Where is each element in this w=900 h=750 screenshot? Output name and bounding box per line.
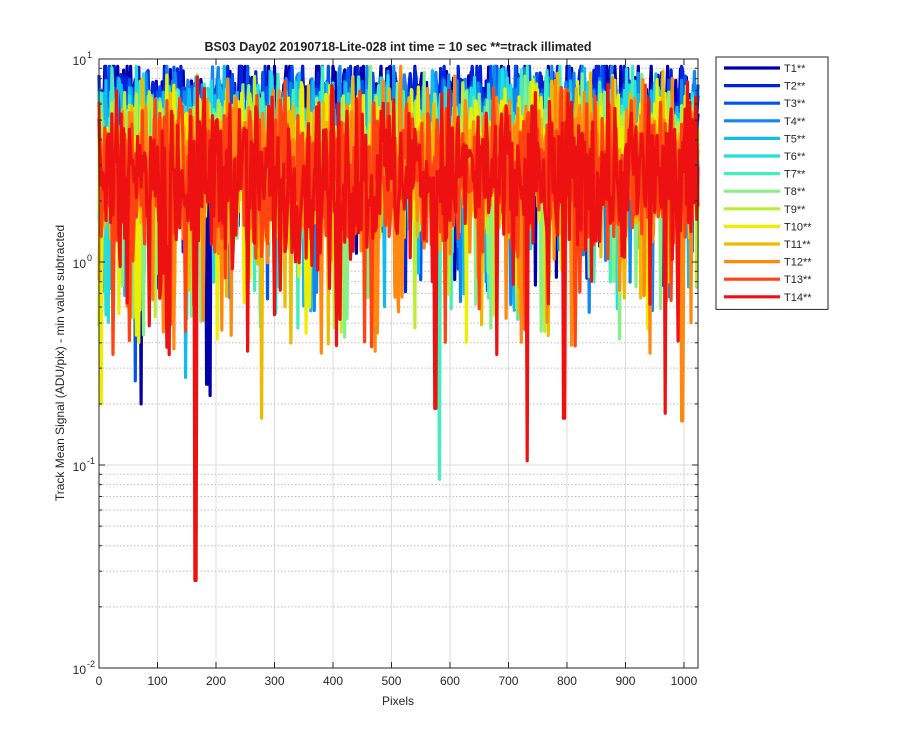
x-tick-label: 300 [264, 674, 284, 688]
y-tick-label-exponent: -2 [87, 659, 95, 669]
y-tick-label-base: 10 [73, 460, 87, 474]
x-tick-label: 200 [206, 674, 226, 688]
chart-title: BS03 Day02 20190718-Lite-028 int time = … [204, 40, 591, 54]
y-axis-label: Track Mean Signal (ADU/pix) - min value … [53, 225, 67, 501]
series-lines [97, 64, 700, 583]
axes: 0 100 200 300 400 500 600 700 800 900 100010-210-1… [73, 50, 698, 688]
x-axis-label: Pixels [382, 694, 414, 708]
legend-label: T1** [784, 63, 806, 75]
y-tick-label-base: 10 [73, 257, 87, 271]
x-tick-label: 400 [323, 674, 343, 688]
legend-label: T8** [784, 186, 806, 198]
legend-label: T7** [784, 169, 806, 181]
y-tick-label-base: 10 [73, 663, 87, 677]
x-tick-label: 900 [615, 674, 635, 688]
legend-label: T10** [784, 221, 812, 233]
legend-label: T11** [784, 239, 811, 251]
legend-label: T13** [784, 274, 812, 286]
x-tick-label: 0 [96, 674, 103, 688]
legend-label: T3** [784, 98, 806, 110]
legend-label: T14** [784, 292, 812, 304]
legend: T1** T2** T3** T4** T5** T6** T7** T8** T9** T10*… [715, 56, 829, 310]
legend-box [715, 56, 829, 310]
x-tick-label: 1000 [671, 674, 698, 688]
y-tick-label-exponent: 0 [87, 253, 92, 263]
x-tick-label: 500 [381, 674, 401, 688]
y-tick-label-exponent: -1 [87, 456, 95, 466]
legend-label: T5** [784, 133, 806, 145]
legend-label: T4** [784, 116, 806, 128]
legend-label: T12** [784, 257, 812, 269]
plot-area-border [98, 58, 699, 669]
x-tick-label: 700 [498, 674, 518, 688]
y-tick-label-base: 10 [73, 54, 87, 68]
legend-label: T6** [784, 151, 806, 163]
x-tick-label: 600 [440, 674, 460, 688]
x-tick-label: 800 [557, 674, 577, 688]
x-tick-label: 100 [147, 674, 167, 688]
legend-label: T2** [784, 81, 806, 93]
series-line-14 [97, 75, 700, 583]
y-tick-label-exponent: 1 [87, 50, 92, 60]
legend-label: T9** [784, 204, 806, 216]
